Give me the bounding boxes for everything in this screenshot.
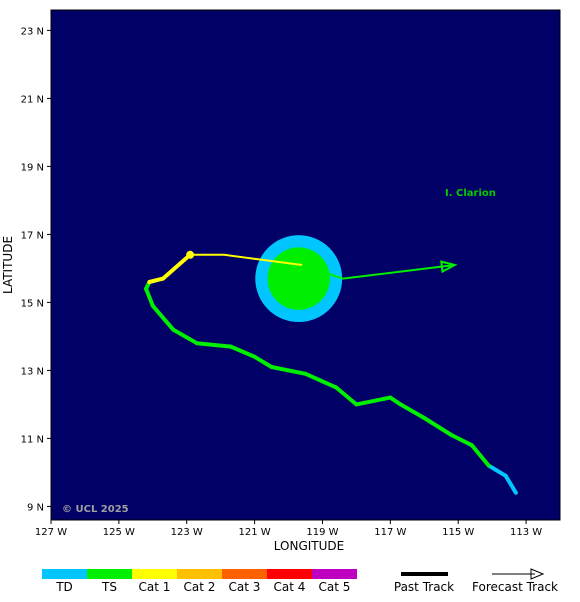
forecast-track-line (301, 264, 455, 280)
past-track-segment (147, 276, 165, 284)
storm-position-marker (186, 250, 195, 259)
y-axis-title: LATITUDE (1, 236, 15, 294)
forecast-track-legend-label: Forecast Track (472, 580, 558, 594)
legend-label: Cat 5 (319, 580, 351, 594)
x-tick-label: 113 W (510, 527, 542, 538)
past-track-segment (223, 253, 304, 266)
past-track-segment (303, 371, 339, 390)
past-track-segment (194, 341, 233, 349)
past-track-segment (449, 433, 474, 448)
past-track-segment (354, 395, 393, 407)
legend-swatch-td (42, 569, 87, 579)
past-track-segment (252, 354, 274, 369)
x-axis-title: LONGITUDE (274, 539, 344, 553)
legend-swatch-cat-5 (312, 569, 357, 579)
legend-label: Cat 3 (229, 580, 261, 594)
past-track-segment (486, 463, 508, 478)
legend-label: Cat 1 (139, 580, 171, 594)
wind-radii-group (255, 235, 343, 323)
past-track-segment (144, 286, 155, 308)
x-tick-label: 123 W (171, 527, 203, 538)
legend-swatch-ts (87, 569, 132, 579)
legend-label: TS (101, 580, 117, 594)
legend-swatch-cat-1 (132, 569, 177, 579)
past-track-legend-label: Past Track (394, 580, 454, 594)
past-track-segment (388, 395, 403, 407)
past-track-segment (171, 327, 199, 346)
legend-label: Cat 2 (184, 580, 216, 594)
past-track-segment (269, 365, 308, 376)
x-tick-label: 127 W (35, 527, 67, 538)
forecast-arrow-head-icon (440, 260, 458, 274)
y-axis-ticks: 23 N 21 N 19 N 17 N 15 N 13 N 11 N 9 N (21, 26, 51, 513)
x-tick-label: 115 W (442, 527, 474, 538)
y-tick-label: 13 N (21, 366, 44, 377)
legend-label: TD (55, 580, 73, 594)
y-tick-label: 23 N (21, 26, 44, 37)
past-track-segment (422, 416, 454, 437)
x-tick-label: 117 W (374, 527, 406, 538)
y-tick-label: 21 N (21, 94, 44, 105)
wind-radius-ts (267, 247, 330, 310)
past-track-segment (398, 402, 427, 420)
legend-swatch-cat-4 (267, 569, 312, 579)
past-track-segment (469, 443, 491, 468)
legend-label: Cat 4 (274, 580, 306, 594)
legend-swatch-cat-2 (177, 569, 222, 579)
past-track-segment (503, 473, 518, 495)
copyright-text: © UCL 2025 (62, 504, 129, 515)
intensity-legend: TD TS Cat 1 Cat 2 Cat 3 Cat 4 Cat 5 (42, 569, 357, 594)
y-tick-label: 19 N (21, 162, 44, 173)
x-tick-label: 125 W (103, 527, 135, 538)
x-tick-label: 121 W (239, 527, 271, 538)
y-tick-label: 9 N (27, 502, 44, 513)
y-tick-label: 17 N (21, 230, 44, 241)
forecast-arrow-icon (530, 568, 545, 580)
past-track-segment (160, 252, 193, 281)
past-track-group (144, 250, 518, 495)
past-track-segment (150, 303, 176, 332)
y-tick-label: 11 N (21, 434, 44, 445)
x-axis-ticks: 127 W 125 W 123 W 121 W 119 W 117 W 115 W 113 W (35, 520, 542, 538)
past-track-segment (228, 344, 257, 359)
x-tick-label: 119 W (306, 527, 338, 538)
y-tick-label: 15 N (21, 298, 44, 309)
legend-swatch-cat-3 (222, 569, 267, 579)
island-label: I. Clarion (445, 188, 496, 199)
forecast-track-group (301, 260, 458, 280)
past-track-segment (334, 385, 359, 407)
